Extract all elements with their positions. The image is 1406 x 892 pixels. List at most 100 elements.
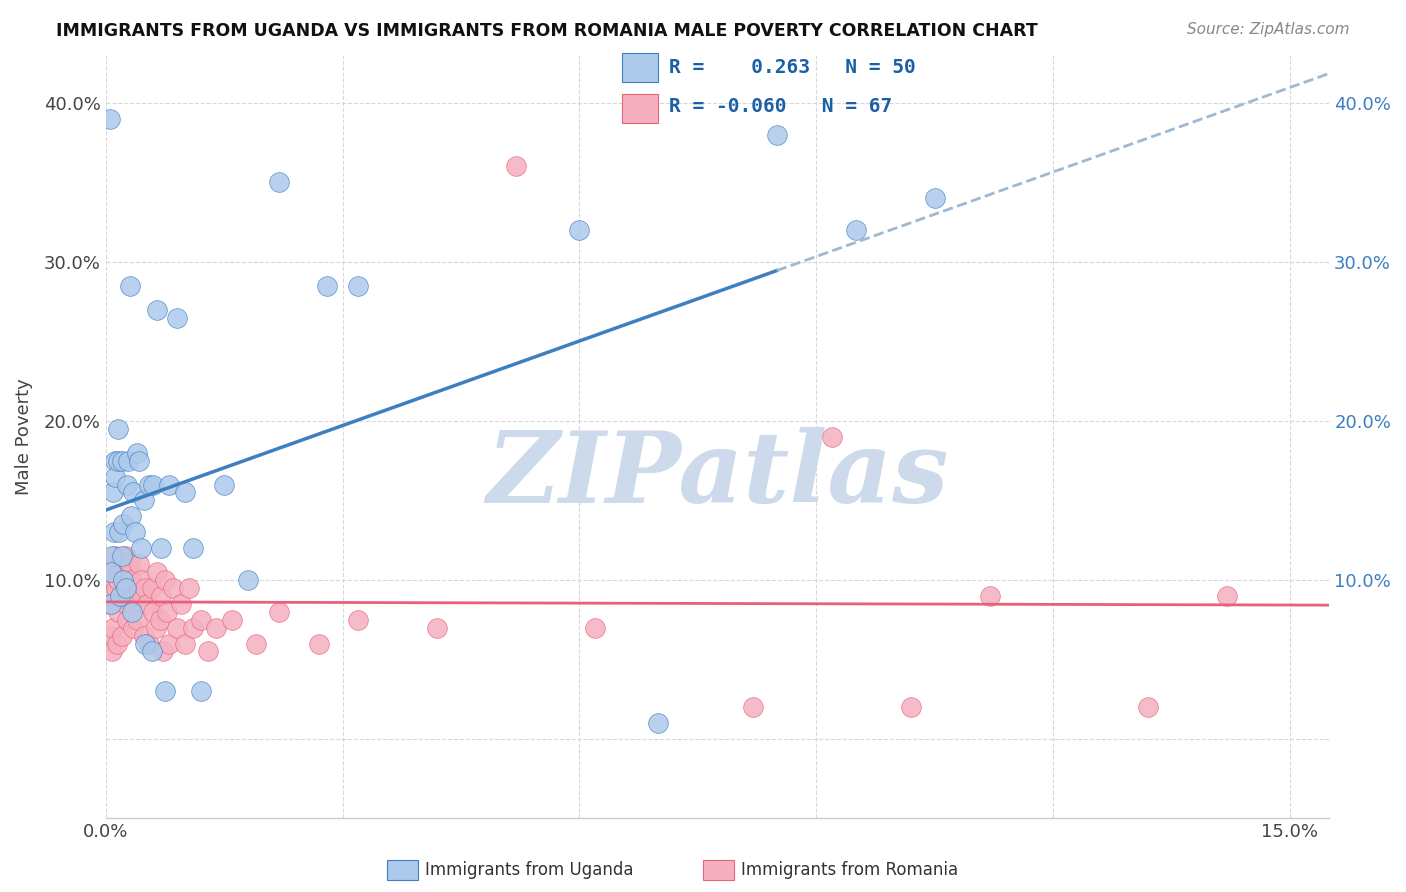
Point [112, 517, 135, 532]
Point [107, 422, 129, 436]
Point [134, 581, 156, 595]
Point [845, 223, 868, 237]
Point [107, 605, 129, 619]
Point [135, 597, 157, 611]
Point [269, 175, 291, 189]
Point [104, 469, 127, 483]
Point [134, 636, 156, 650]
Point [153, 573, 176, 587]
Point [129, 573, 152, 587]
Point [347, 278, 370, 293]
Point [505, 160, 527, 174]
Point [114, 581, 136, 595]
Point [236, 573, 259, 587]
Point [138, 636, 160, 650]
Point [117, 453, 139, 467]
Point [100, 629, 122, 643]
Point [111, 629, 134, 643]
Point [181, 621, 204, 635]
Point [131, 541, 153, 555]
Point [142, 605, 165, 619]
Point [157, 636, 180, 650]
Point [128, 557, 150, 571]
Point [115, 613, 138, 627]
Point [138, 477, 160, 491]
Point [765, 128, 787, 142]
Point [1136, 700, 1159, 714]
Point [120, 509, 142, 524]
Point [101, 485, 124, 500]
Point [190, 684, 212, 698]
Point [146, 302, 169, 317]
Point [212, 477, 235, 491]
Point [583, 621, 606, 635]
Point [108, 589, 131, 603]
Point [146, 565, 169, 579]
Point [111, 453, 134, 467]
Point [1215, 589, 1237, 603]
Point [112, 573, 135, 587]
Point [131, 589, 153, 603]
Point [120, 573, 142, 587]
Point [173, 636, 195, 650]
Point [145, 621, 167, 635]
Point [347, 613, 370, 627]
Point [153, 684, 176, 698]
Text: Immigrants from Uganda: Immigrants from Uganda [425, 861, 633, 879]
Point [150, 541, 173, 555]
Point [142, 477, 165, 491]
Point [166, 621, 188, 635]
Point [117, 565, 139, 579]
Point [107, 573, 129, 587]
Point [152, 644, 174, 658]
Point [173, 485, 195, 500]
Point [205, 621, 228, 635]
Point [122, 485, 145, 500]
Point [118, 278, 141, 293]
Text: ZIPatlas: ZIPatlas [486, 426, 949, 524]
Point [128, 453, 150, 467]
Point [742, 700, 765, 714]
Point [245, 636, 267, 650]
Point [166, 310, 188, 325]
Point [103, 453, 125, 467]
Point [103, 573, 125, 587]
Point [197, 644, 219, 658]
Point [269, 605, 291, 619]
Point [127, 446, 149, 460]
Point [979, 589, 1001, 603]
Point [100, 589, 122, 603]
Point [125, 589, 148, 603]
Point [121, 597, 143, 611]
Point [115, 477, 138, 491]
Point [118, 557, 141, 571]
Text: R = -0.060   N = 67: R = -0.060 N = 67 [669, 97, 893, 116]
Point [308, 636, 330, 650]
Point [150, 589, 173, 603]
Point [108, 525, 131, 540]
Point [105, 636, 128, 650]
Point [127, 613, 149, 627]
Point [122, 581, 145, 595]
Point [132, 493, 155, 508]
Point [315, 278, 337, 293]
Point [121, 605, 143, 619]
Point [181, 541, 204, 555]
Point [107, 453, 129, 467]
Point [98, 597, 121, 611]
Point [105, 581, 128, 595]
Point [115, 597, 138, 611]
Point [141, 581, 163, 595]
Point [221, 613, 243, 627]
Point [114, 581, 136, 595]
Point [924, 191, 946, 205]
Point [100, 597, 122, 611]
Point [122, 621, 145, 635]
Point [124, 525, 146, 540]
FancyBboxPatch shape [623, 94, 658, 122]
Point [111, 549, 134, 563]
Point [132, 629, 155, 643]
Point [101, 549, 124, 563]
Point [112, 589, 135, 603]
Point [114, 549, 136, 563]
